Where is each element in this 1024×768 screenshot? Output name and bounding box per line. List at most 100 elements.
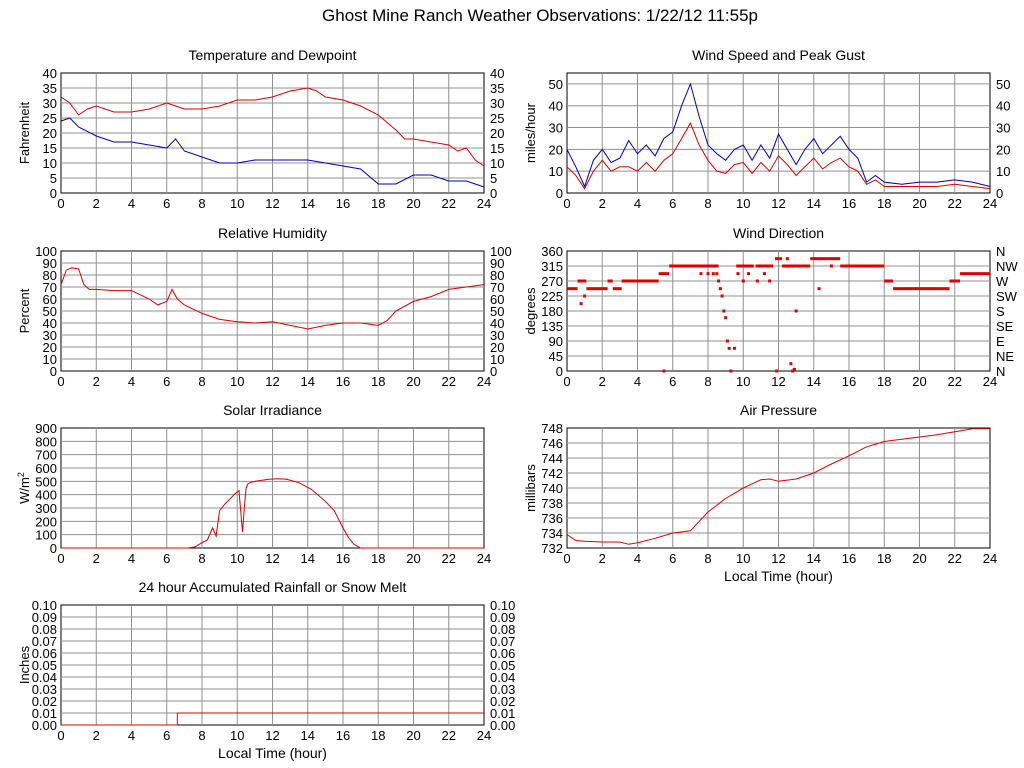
y-tick-label: 0.10 <box>32 598 57 613</box>
x-tick-label: 14 <box>301 196 315 211</box>
wind-direction-point <box>711 272 715 276</box>
x-tick-label: 4 <box>634 196 641 211</box>
right-y-tick-label: 25 <box>490 111 504 126</box>
right-y-tick-label: 0 <box>490 364 497 379</box>
right-y-tick-label: 0 <box>490 186 497 201</box>
right-y-tick-label: 80 <box>490 268 504 283</box>
wind-direction-point <box>727 346 731 350</box>
wind-direction-point <box>768 279 772 283</box>
wind-direction-run <box>567 287 578 291</box>
x-tick-label: 16 <box>336 728 350 743</box>
y-tick-label: 35 <box>43 81 57 96</box>
x-tick-label: 8 <box>198 196 205 211</box>
right-y-tick-label: NE <box>996 349 1014 364</box>
x-tick-label: 4 <box>128 374 135 389</box>
right-y-tick-label: 60 <box>490 292 504 307</box>
y-tick-label: 400 <box>35 488 57 503</box>
y-tick-label: 0.07 <box>32 634 57 649</box>
y-tick-label: 50 <box>43 304 57 319</box>
wind-direction-point <box>722 309 726 313</box>
chart-panel-7: 24 hour Accumulated Rainfall or Snow Mel… <box>17 579 515 761</box>
x-tick-label: 2 <box>599 551 606 566</box>
y-tick-label: 20 <box>43 340 57 355</box>
right-y-tick-label: 0.04 <box>490 670 515 685</box>
y-tick-label: 40 <box>43 316 57 331</box>
wind-direction-point <box>785 257 789 261</box>
wind-direction-run <box>669 264 719 268</box>
wind-direction-point <box>699 272 703 276</box>
x-tick-label: 22 <box>442 551 456 566</box>
wind-direction-point <box>792 367 796 371</box>
y-tick-label: 600 <box>35 461 57 476</box>
y-tick-label: 700 <box>35 448 57 463</box>
x-tick-label: 18 <box>877 551 891 566</box>
x-tick-label: 22 <box>948 196 962 211</box>
y-tick-label: 0 <box>50 186 57 201</box>
x-tick-label: 16 <box>842 374 856 389</box>
x-tick-label: 0 <box>57 196 64 211</box>
x-tick-label: 12 <box>265 374 279 389</box>
wind-direction-point <box>762 272 766 276</box>
y-tick-label: 0.08 <box>32 622 57 637</box>
y-axis-label-superscript: 2 <box>16 472 26 477</box>
y-tick-label: 40 <box>43 66 57 81</box>
x-tick-label: 10 <box>736 551 750 566</box>
chart-title: Wind Speed and Peak Gust <box>692 47 865 63</box>
x-tick-label: 10 <box>230 551 244 566</box>
right-y-tick-label: 0.08 <box>490 622 515 637</box>
wind-direction-run <box>774 257 783 261</box>
series-line <box>61 712 484 726</box>
y-tick-label: 740 <box>541 481 563 496</box>
y-tick-label: 15 <box>43 141 57 156</box>
y-tick-label: 180 <box>541 304 563 319</box>
x-tick-label: 2 <box>93 551 100 566</box>
right-y-tick-label: 5 <box>490 171 497 186</box>
x-tick-label: 2 <box>599 196 606 211</box>
y-tick-label: 30 <box>549 121 563 136</box>
wind-direction-point <box>736 272 740 276</box>
y-tick-label: 0.09 <box>32 610 57 625</box>
y-axis-label: W/m2 <box>16 472 32 504</box>
chart-title: Temperature and Dewpoint <box>188 47 356 63</box>
y-axis-label: Fahrenheit <box>17 102 32 165</box>
x-tick-label: 0 <box>57 551 64 566</box>
wind-direction-point <box>583 294 587 298</box>
x-tick-label: 16 <box>842 196 856 211</box>
right-y-tick-label: NW <box>996 259 1018 274</box>
y-tick-label: 0.01 <box>32 706 57 721</box>
x-tick-label: 10 <box>230 196 244 211</box>
y-tick-label: 0.06 <box>32 646 57 661</box>
wind-direction-run <box>612 287 622 291</box>
x-tick-label: 18 <box>877 196 891 211</box>
series-line <box>566 428 990 545</box>
wind-direction-point <box>741 279 745 283</box>
x-tick-label: 16 <box>336 196 350 211</box>
y-tick-label: 20 <box>549 142 563 157</box>
y-tick-label: 742 <box>541 466 563 481</box>
x-axis-label: Local Time (hour) <box>218 745 327 761</box>
wind-direction-point <box>747 272 751 276</box>
y-tick-label: 732 <box>541 541 563 556</box>
y-tick-label: 0 <box>50 364 57 379</box>
x-tick-label: 6 <box>163 196 170 211</box>
x-tick-label: 0 <box>57 728 64 743</box>
y-tick-label: 746 <box>541 436 563 451</box>
x-tick-label: 24 <box>477 551 491 566</box>
x-tick-label: 16 <box>336 374 350 389</box>
right-y-tick-label: 10 <box>490 156 504 171</box>
wind-direction-point <box>732 346 736 350</box>
right-y-tick-label: 15 <box>490 141 504 156</box>
y-tick-label: 0 <box>50 541 57 556</box>
x-tick-label: 6 <box>669 196 676 211</box>
y-tick-label: 10 <box>43 352 57 367</box>
right-y-tick-label: E <box>996 334 1005 349</box>
wind-direction-point <box>817 287 821 291</box>
x-tick-label: 8 <box>198 728 205 743</box>
x-tick-label: 4 <box>634 374 641 389</box>
x-tick-label: 18 <box>371 551 385 566</box>
x-tick-label: 24 <box>477 196 491 211</box>
x-tick-label: 16 <box>842 551 856 566</box>
y-tick-label: 738 <box>541 496 563 511</box>
